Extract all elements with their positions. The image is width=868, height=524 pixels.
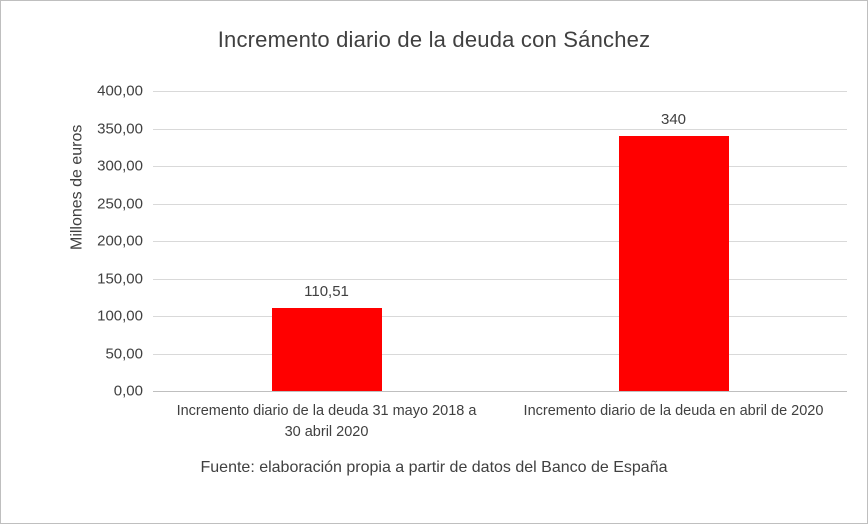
bar-series-1 (618, 136, 729, 391)
y-tick-label: 400,00 (97, 82, 143, 100)
gridline (153, 353, 847, 355)
bar-value-label: 110,51 (304, 283, 349, 301)
gridline (153, 203, 847, 205)
y-tick-label: 200,00 (97, 232, 143, 250)
gridline (153, 91, 847, 92)
y-tick-label: 100,00 (97, 307, 143, 325)
y-tick-label: 50,00 (105, 345, 143, 362)
bar-series-0 (271, 308, 382, 391)
chart-title: Incremento diario de la deuda con Sánche… (217, 27, 651, 52)
gridline (153, 128, 847, 130)
y-tick-label: 150,00 (97, 270, 143, 287)
x-category-label: Incremento diario de la deuda 31 mayo 20… (176, 403, 477, 441)
source-caption: Fuente: elaboración propia a partir de d… (200, 459, 668, 476)
gridline (153, 241, 847, 242)
x-axis-category-labels: Incremento diario de la deuda 31 mayo 20… (153, 401, 847, 443)
y-tick-label: 300,00 (97, 157, 143, 175)
y-tick-label: 350,00 (97, 120, 143, 137)
gridline (153, 166, 847, 167)
gridline (153, 278, 847, 280)
plot-area: 110,51 340 (153, 91, 847, 392)
y-axis-tick-labels: 400,00 350,00 300,00 250,00 200,00 150,00 100,… (1, 83, 143, 400)
bar-value-label: 340 (660, 111, 687, 128)
gridline (153, 316, 847, 317)
y-tick-label: 0,00 (113, 382, 143, 400)
x-axis-line (153, 391, 847, 392)
y-tick-label: 250,00 (97, 195, 143, 212)
x-category-label: Incremento diario de la deuda en abril d… (523, 403, 824, 419)
